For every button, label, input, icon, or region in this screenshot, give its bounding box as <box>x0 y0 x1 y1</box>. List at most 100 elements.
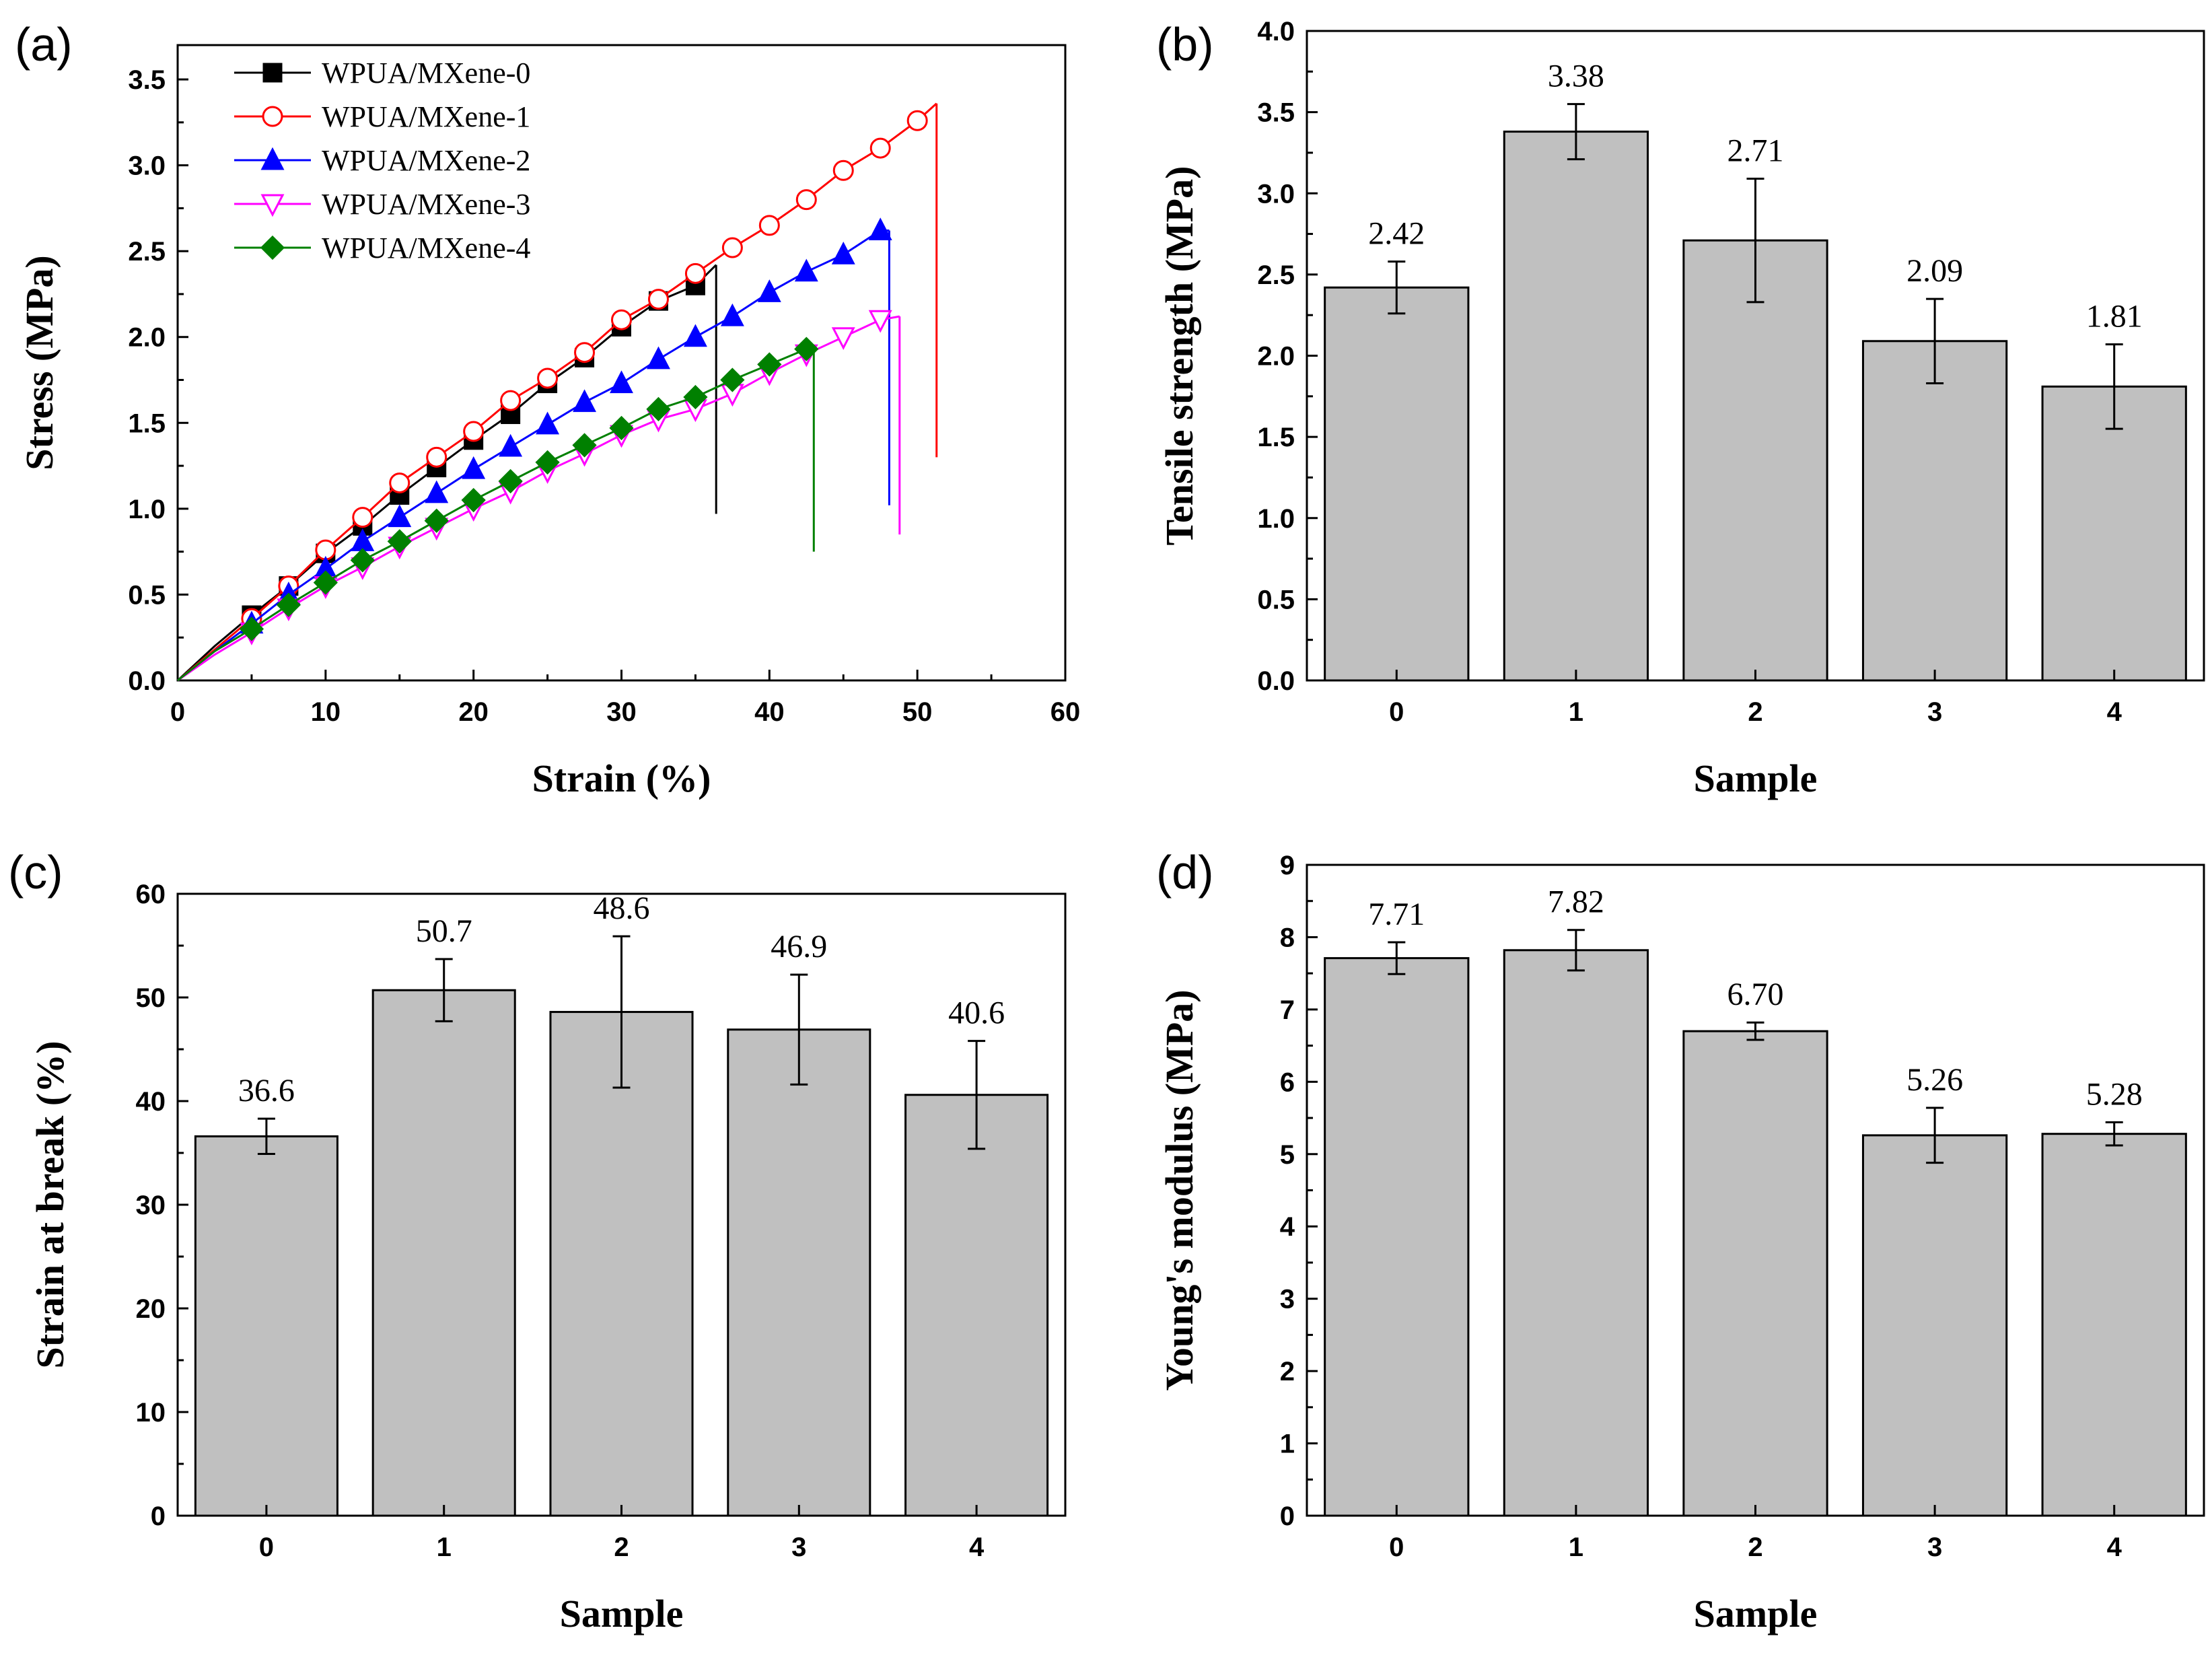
bar <box>1682 239 1828 682</box>
x-axis-title: Strain (%) <box>532 756 711 800</box>
legend-marker <box>262 106 283 127</box>
data-label: 2.42 <box>1368 216 1425 252</box>
y-axis-title: Strain at break (%) <box>28 1041 72 1368</box>
x-tick-label: 50 <box>902 697 933 727</box>
y-tick-label: 2 <box>1280 1357 1295 1386</box>
data-point <box>276 592 301 617</box>
y-tick-label: 0 <box>1280 1502 1295 1531</box>
bar <box>194 1135 338 1517</box>
bar <box>727 1028 871 1517</box>
data-point <box>795 189 817 211</box>
x-tick-label: 1 <box>1569 1533 1583 1562</box>
series-WPUA/MXene-4 <box>177 337 819 682</box>
bar <box>904 1094 1049 1517</box>
x-tick-label: 0 <box>170 697 185 727</box>
data-point <box>831 327 855 350</box>
bar <box>2041 385 2187 682</box>
bar <box>1503 131 1649 682</box>
x-axis-title: Sample <box>1694 756 1818 800</box>
panel-letter: (d) <box>1156 846 1214 899</box>
data-point <box>536 411 560 435</box>
y-tick-label: 1.0 <box>128 495 166 524</box>
legend: WPUA/MXene-0 WPUA/MXene-1 WPUA/MXene-2 WPUA… <box>234 57 530 265</box>
series-line <box>177 102 937 682</box>
legend-marker <box>260 147 285 170</box>
y-tick-label: 0 <box>151 1502 166 1531</box>
data-label: 7.71 <box>1368 896 1425 932</box>
x-tick-label: 2 <box>1748 1533 1762 1562</box>
y-tick-label: 4 <box>1280 1212 1295 1242</box>
legend-label: WPUA/MXene-4 <box>322 232 530 265</box>
y-tick-label: 30 <box>136 1191 166 1220</box>
data-point <box>647 289 669 310</box>
data-label: 5.26 <box>1906 1062 1963 1098</box>
y-tick-label: 2.5 <box>1257 260 1295 290</box>
y-tick-label: 3.0 <box>1257 179 1295 209</box>
y-tick-label: 1.0 <box>1257 504 1295 534</box>
data-point <box>499 433 523 457</box>
data-point <box>832 160 854 181</box>
data-point <box>684 262 706 284</box>
x-tick-label: 4 <box>2107 697 2122 727</box>
bar <box>1861 340 2008 682</box>
data-label: 5.28 <box>2086 1077 2143 1113</box>
legend-marker <box>260 235 285 260</box>
data-point <box>388 504 412 528</box>
data-point <box>500 390 522 411</box>
y-tick-label: 0.0 <box>128 666 166 696</box>
panel-a-stress-strain: (a) 0 10 20 30 40 50 60 Strain (%) 0.0 0.5 1.0 1.5 2.… <box>15 18 1080 800</box>
bar <box>549 1011 694 1517</box>
x-tick-label: 10 <box>311 697 341 727</box>
data-point <box>683 324 707 347</box>
data-point <box>646 346 670 369</box>
x-axis-title: Sample <box>1694 1592 1818 1635</box>
data-point <box>387 529 412 554</box>
y-axis-title: Stress (MPa) <box>17 255 61 470</box>
x-tick-label: 4 <box>2107 1533 2122 1562</box>
y-tick-label: 2.0 <box>1257 342 1295 372</box>
data-point <box>906 110 928 131</box>
data-point <box>721 237 743 258</box>
x-tick-label: 1 <box>1569 697 1583 727</box>
legend-marker <box>262 63 283 83</box>
data-label: 7.82 <box>1548 884 1604 920</box>
data-point <box>757 279 781 302</box>
bar <box>2041 1133 2187 1517</box>
data-label: 3.38 <box>1548 59 1604 94</box>
data-point <box>498 468 523 494</box>
y-tick-label: 2.0 <box>128 323 166 353</box>
data-point <box>535 450 560 475</box>
data-point <box>869 137 891 159</box>
y-tick-label: 9 <box>1280 851 1295 880</box>
bar <box>1324 957 1470 1517</box>
data-point <box>611 309 632 330</box>
legend-marker <box>260 194 285 217</box>
data-point <box>461 487 486 513</box>
data-label: 6.70 <box>1727 977 1784 1012</box>
x-axis-title: Sample <box>560 1592 684 1635</box>
y-tick-label: 7 <box>1280 995 1295 1025</box>
y-tick-label: 1.5 <box>128 409 166 438</box>
data-point <box>794 337 819 361</box>
y-tick-label: 0.5 <box>128 580 166 610</box>
panel-letter: (c) <box>8 846 63 899</box>
bar <box>1861 1134 2008 1517</box>
x-tick-label: 1 <box>437 1533 452 1562</box>
y-tick-label: 0.0 <box>1257 666 1295 696</box>
data-point <box>426 446 448 468</box>
data-point <box>313 570 338 595</box>
data-label: 40.6 <box>948 995 1005 1031</box>
panel-b-bar-chart: (b) 2.42 3.38 2.71 2.09 1.81 0 1 2 3 4 Sample 0.0 0.5… <box>1156 17 2205 800</box>
series-line <box>177 315 900 682</box>
x-tick-label: 60 <box>1050 697 1081 727</box>
x-tick-label: 3 <box>1927 697 1942 727</box>
plot-frame <box>176 44 1067 682</box>
x-tick-label: 30 <box>606 697 637 727</box>
data-label: 50.7 <box>416 913 472 949</box>
data-point <box>609 415 634 441</box>
panel-letter: (a) <box>15 18 73 71</box>
legend-label: WPUA/MXene-0 <box>322 57 530 90</box>
data-point <box>758 215 780 236</box>
data-point <box>462 456 486 479</box>
